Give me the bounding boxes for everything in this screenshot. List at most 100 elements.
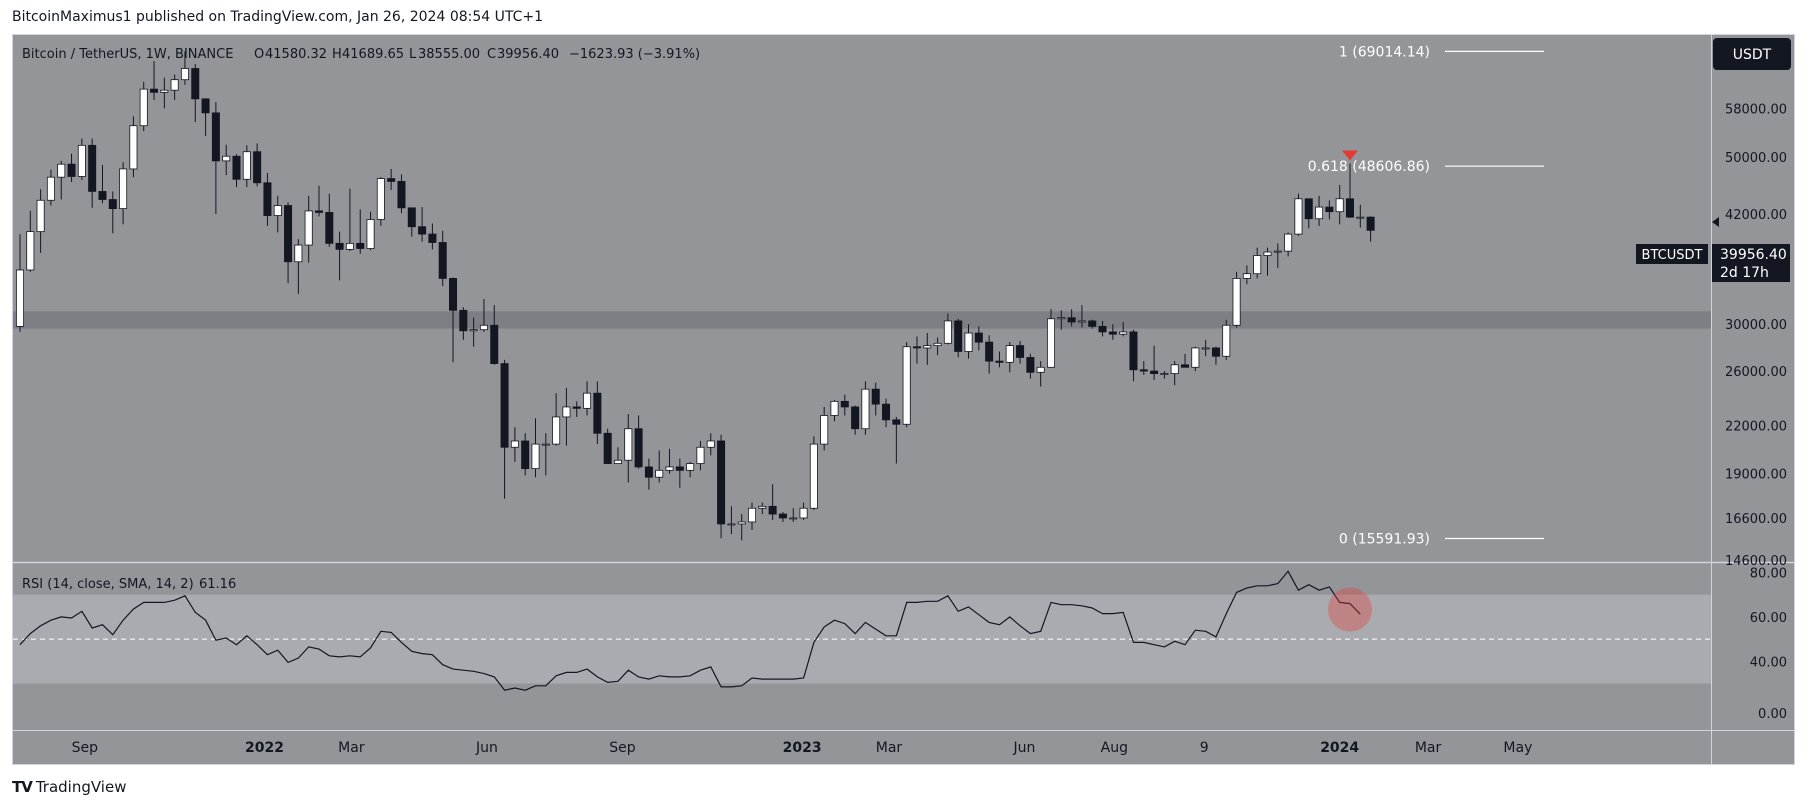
candle xyxy=(1129,329,1138,382)
candle-body-down xyxy=(325,212,334,244)
candle-body-up xyxy=(129,125,138,170)
candle-body-up xyxy=(1284,233,1293,252)
candle xyxy=(500,359,509,499)
candle-body-up xyxy=(170,79,179,91)
candle-body-down xyxy=(407,207,416,228)
candle-body-up xyxy=(943,320,952,344)
candle-body-down xyxy=(1139,369,1148,372)
candle xyxy=(655,450,664,483)
candle xyxy=(1119,322,1128,337)
change-value: −1623.93 (−3.91%) xyxy=(569,47,700,62)
candle-body-up xyxy=(46,176,55,201)
candle xyxy=(139,81,148,132)
candle-body-up xyxy=(294,244,303,263)
candle-body-up xyxy=(1191,347,1200,368)
candle-body-down xyxy=(840,400,849,408)
high-value: 41689.65 xyxy=(342,47,404,62)
price-axis-label: 42000.00 xyxy=(1725,208,1787,223)
candle-body-down xyxy=(995,360,1004,363)
candle-body-up xyxy=(510,440,519,448)
candle xyxy=(1108,324,1117,340)
candle xyxy=(479,298,488,332)
candle-body-down xyxy=(1325,206,1334,213)
price-axis[interactable] xyxy=(1711,35,1794,764)
candle xyxy=(1036,361,1045,387)
candle-body-up xyxy=(902,346,911,425)
currency-button[interactable] xyxy=(1713,38,1791,70)
price-tag-box xyxy=(1712,244,1790,282)
candle-body-down xyxy=(459,309,468,332)
candle xyxy=(201,98,210,136)
candle xyxy=(325,193,334,247)
close-label: C xyxy=(487,47,496,62)
candle-body-up xyxy=(1047,318,1056,368)
rsi-line xyxy=(19,570,1361,691)
price-axis-label: 26000.00 xyxy=(1725,365,1787,380)
candle xyxy=(995,351,1004,368)
price-pane[interactable] xyxy=(13,35,1711,562)
candle xyxy=(57,160,66,200)
candle-body-up xyxy=(1160,373,1169,375)
candle xyxy=(521,433,530,476)
candle-body-up xyxy=(1294,198,1303,235)
candle xyxy=(1181,353,1190,368)
time-axis-label: Jun xyxy=(475,740,498,756)
time-axis-label: 2023 xyxy=(783,740,822,756)
candle xyxy=(407,207,416,237)
candle xyxy=(98,164,107,204)
candle xyxy=(583,381,592,416)
candle xyxy=(861,381,870,435)
candle-body-up xyxy=(77,144,86,177)
price-tag-symbol-box xyxy=(1636,244,1708,264)
candle xyxy=(387,168,396,190)
rsi-title[interactable]: RSI (14, close, SMA, 14, 2) xyxy=(22,577,194,592)
candle-body-up xyxy=(737,521,746,525)
candle xyxy=(15,234,24,332)
candle xyxy=(541,433,550,476)
candle xyxy=(717,434,726,539)
candle xyxy=(129,116,138,178)
candle-body-up xyxy=(1170,364,1179,374)
candle-body-up xyxy=(1222,324,1231,357)
candle-body-up xyxy=(1253,255,1262,275)
price-axis-label: 50000.00 xyxy=(1725,151,1787,166)
candle-body-down xyxy=(232,155,241,180)
candle xyxy=(314,185,323,217)
candle xyxy=(727,506,736,535)
candle-body-down xyxy=(387,178,396,182)
symbol-title[interactable]: Bitcoin / TetherUS, 1W, BINANCE xyxy=(22,47,233,62)
price-axis-label: 58000.00 xyxy=(1725,102,1787,117)
candles-layer xyxy=(15,51,1375,541)
candle xyxy=(119,162,128,225)
tradingview-footer[interactable]: TV TradingView xyxy=(12,777,126,797)
candle-body-down xyxy=(108,199,117,209)
price-axis-label: 14600.00 xyxy=(1725,554,1787,569)
candle xyxy=(1294,193,1303,236)
candle-body-down xyxy=(1211,347,1220,357)
last-price-tag: BTCUSDT 39956.40 2d 17h xyxy=(1636,244,1790,282)
candle-body-up xyxy=(345,242,354,250)
chart-frame xyxy=(12,34,1795,765)
candle-body-up xyxy=(1273,250,1282,253)
candle-body-up xyxy=(273,205,282,216)
candle-body-up xyxy=(479,324,488,331)
price-axis-label: 22000.00 xyxy=(1725,420,1787,435)
candle-body-up xyxy=(1057,317,1066,320)
candle-body-up xyxy=(26,231,35,271)
time-axis-label: Sep xyxy=(72,740,99,756)
low-value: 38555.00 xyxy=(418,47,480,62)
support-zone xyxy=(13,311,1711,329)
candle-body-up xyxy=(861,388,870,430)
candle xyxy=(1047,309,1056,368)
candle-body-down xyxy=(1108,331,1117,335)
rsi-highlight-circle xyxy=(1327,587,1372,632)
candle xyxy=(974,326,983,351)
candle xyxy=(603,428,612,464)
candle xyxy=(1325,200,1334,220)
price-scale-arrow-icon xyxy=(1712,217,1719,227)
candle xyxy=(871,382,880,416)
candle-body-up xyxy=(1036,366,1045,373)
low-label: L xyxy=(409,47,417,62)
time-axis[interactable] xyxy=(13,730,1711,764)
candle xyxy=(510,427,519,462)
